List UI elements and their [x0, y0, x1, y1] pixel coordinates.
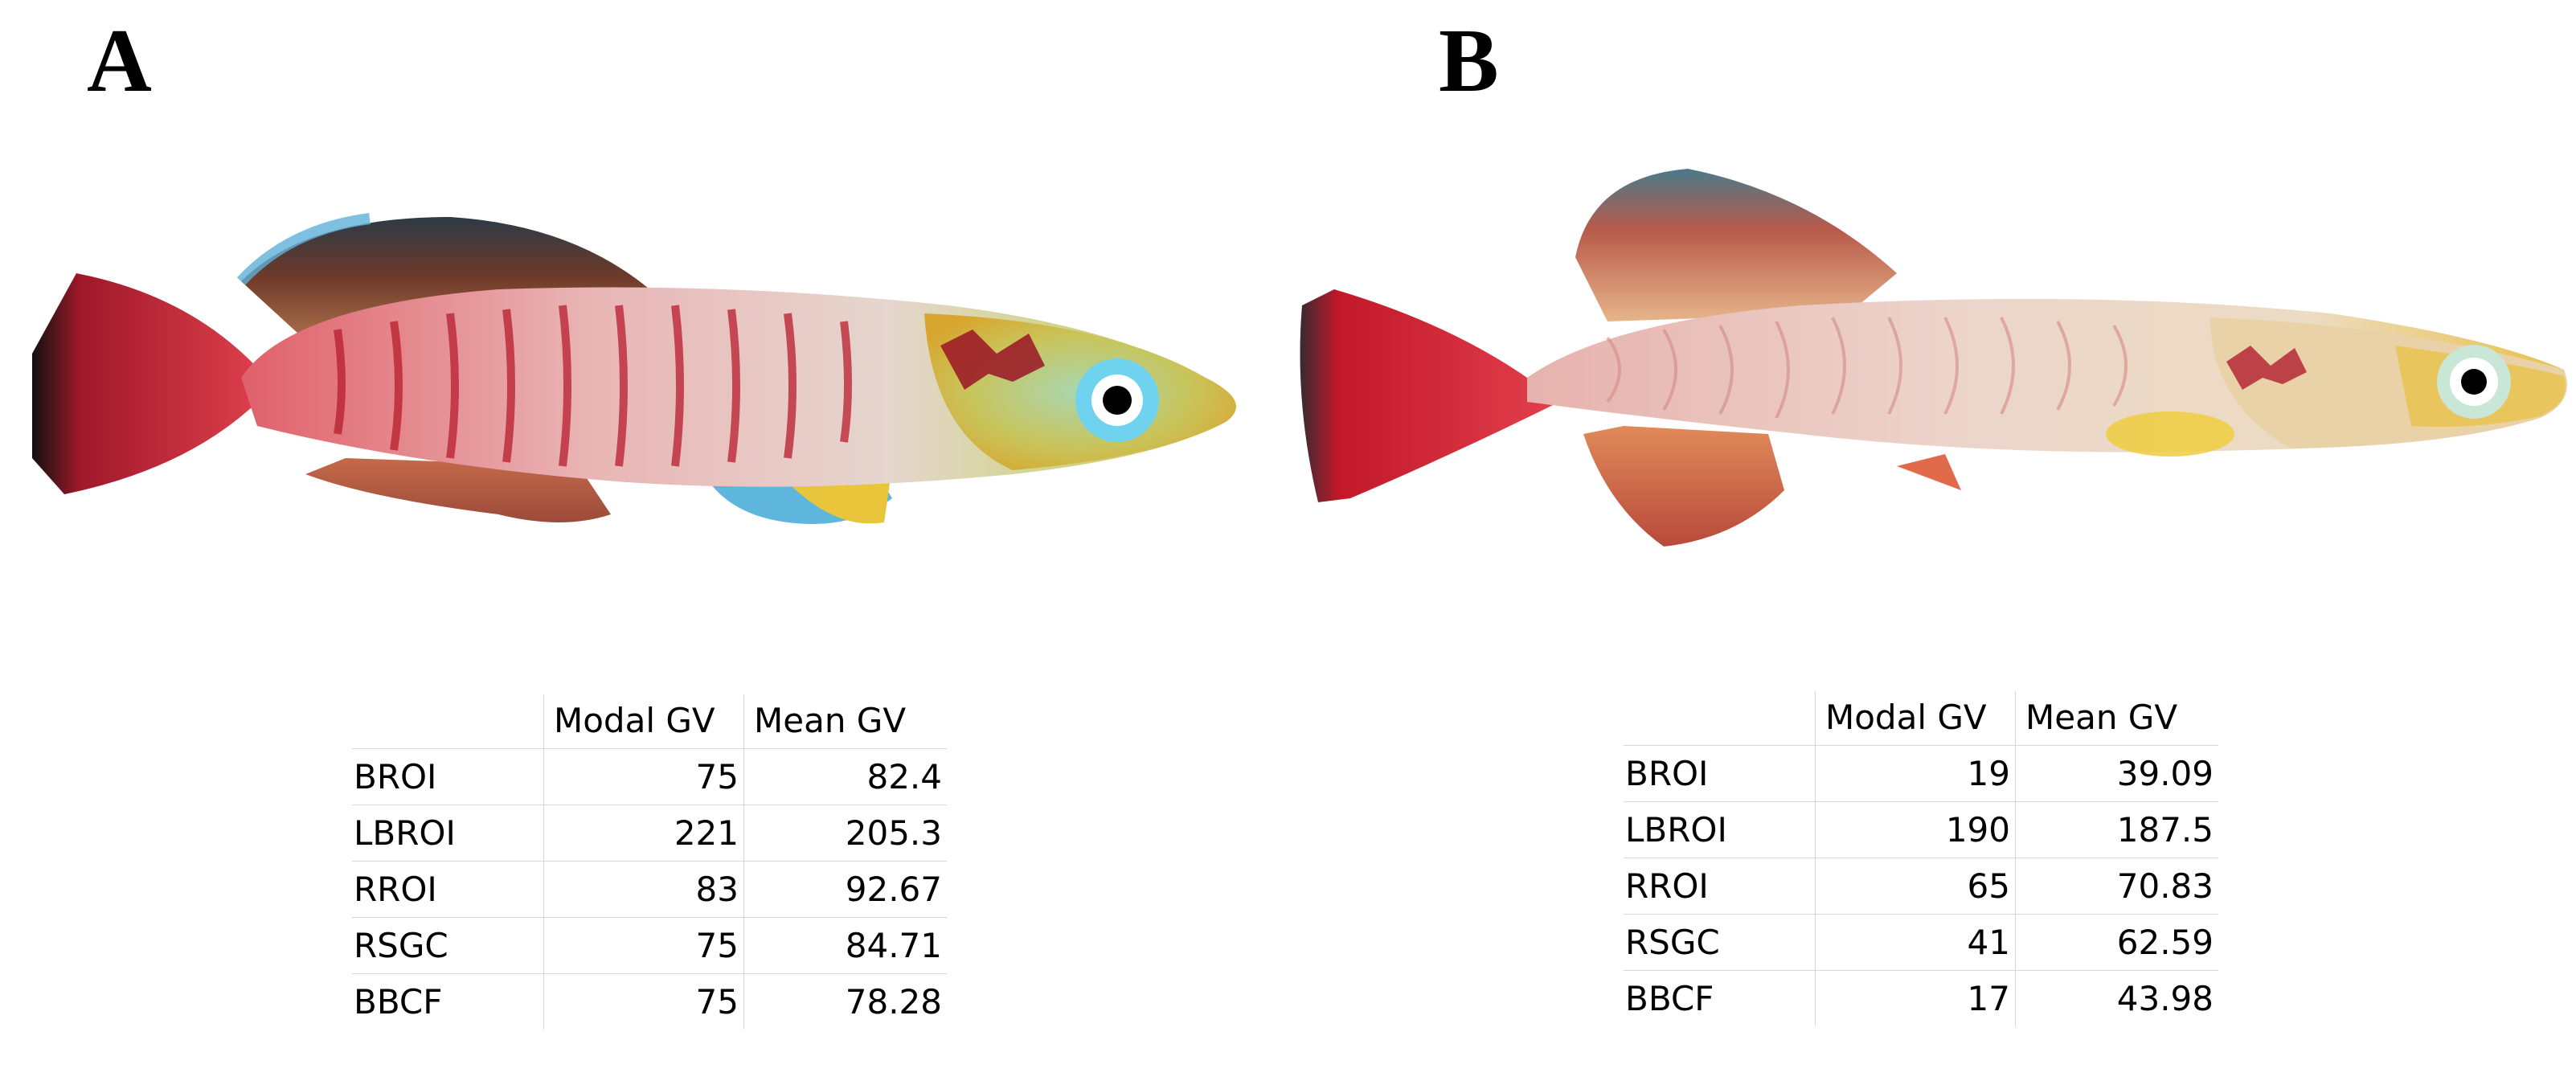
modal-gv-value: 41 — [1815, 914, 2016, 971]
table-row: LBROI 221 205.3 — [352, 805, 947, 862]
mean-gv-value: 92.67 — [743, 861, 947, 918]
gv-table-header-row: Modal GV Mean GV — [352, 694, 947, 749]
mean-gv-header: Mean GV — [754, 701, 907, 740]
mean-gv-value: 39.09 — [2015, 745, 2218, 802]
row-label: RROI — [1624, 858, 1816, 915]
table-row: RROI 83 92.67 — [352, 861, 947, 918]
fish-photo-a — [32, 213, 1236, 524]
gv-table-a: Modal GV Mean GV BROI 75 82.4 LBROI 221 … — [352, 694, 947, 1030]
mean-gv-value: 84.71 — [743, 917, 947, 974]
modal-gv-value: 75 — [543, 917, 744, 974]
table-row: RSGC 41 62.59 — [1624, 914, 2218, 971]
gv-table-b: Modal GV Mean GV BROI 19 39.09 LBROI 190… — [1624, 691, 2218, 1026]
mean-gv-value: 205.3 — [743, 805, 947, 862]
row-label: RROI — [352, 861, 544, 918]
table-row: BBCF 75 78.28 — [352, 973, 947, 1030]
panel-a: A — [0, 0, 1286, 1085]
mean-gv-value: 70.83 — [2015, 858, 2218, 915]
modal-gv-value: 190 — [1815, 801, 2016, 858]
modal-gv-value: 75 — [543, 973, 744, 1030]
mean-gv-value: 43.98 — [2015, 970, 2218, 1026]
modal-gv-value: 221 — [543, 805, 744, 862]
mean-gv-value: 82.4 — [743, 748, 947, 805]
modal-gv-header: Modal GV — [543, 694, 744, 749]
modal-gv-value: 19 — [1815, 745, 2016, 802]
row-label: RSGC — [1624, 914, 1816, 971]
table-row: RSGC 75 84.71 — [352, 917, 947, 974]
row-label: BBCF — [1624, 970, 1816, 1026]
gv-table-header-row: Modal GV Mean GV — [1624, 691, 2218, 746]
mean-gv-header: Mean GV — [2025, 698, 2178, 737]
gv-table-corner-cell — [1624, 691, 1816, 746]
modal-gv-value: 65 — [1815, 858, 2016, 915]
mean-gv-value: 187.5 — [2015, 801, 2218, 858]
modal-gv-value: 17 — [1815, 970, 2016, 1026]
modal-gv-header: Modal GV — [1815, 691, 2016, 746]
table-row: BROI 75 82.4 — [352, 748, 947, 805]
table-row: RROI 65 70.83 — [1624, 858, 2218, 915]
panel-letter-b: B — [1439, 11, 1499, 111]
modal-gv-value: 75 — [543, 748, 744, 805]
table-row: BROI 19 39.09 — [1624, 745, 2218, 802]
mean-gv-value: 62.59 — [2015, 914, 2218, 971]
row-label: LBROI — [352, 805, 544, 862]
mean-gv-value: 78.28 — [743, 973, 947, 1030]
fish-photo-b — [1300, 169, 2567, 547]
row-label: BROI — [352, 748, 544, 805]
modal-gv-value: 83 — [543, 861, 744, 918]
table-row: BBCF 17 43.98 — [1624, 970, 2218, 1026]
panel-b: B — [1286, 0, 2572, 1085]
panel-letter-a: A — [87, 11, 152, 111]
row-label: LBROI — [1624, 801, 1816, 858]
table-row: LBROI 190 187.5 — [1624, 801, 2218, 858]
gv-table-corner-cell — [352, 694, 544, 749]
row-label: BROI — [1624, 745, 1816, 802]
row-label: RSGC — [352, 917, 544, 974]
row-label: BBCF — [352, 973, 544, 1030]
